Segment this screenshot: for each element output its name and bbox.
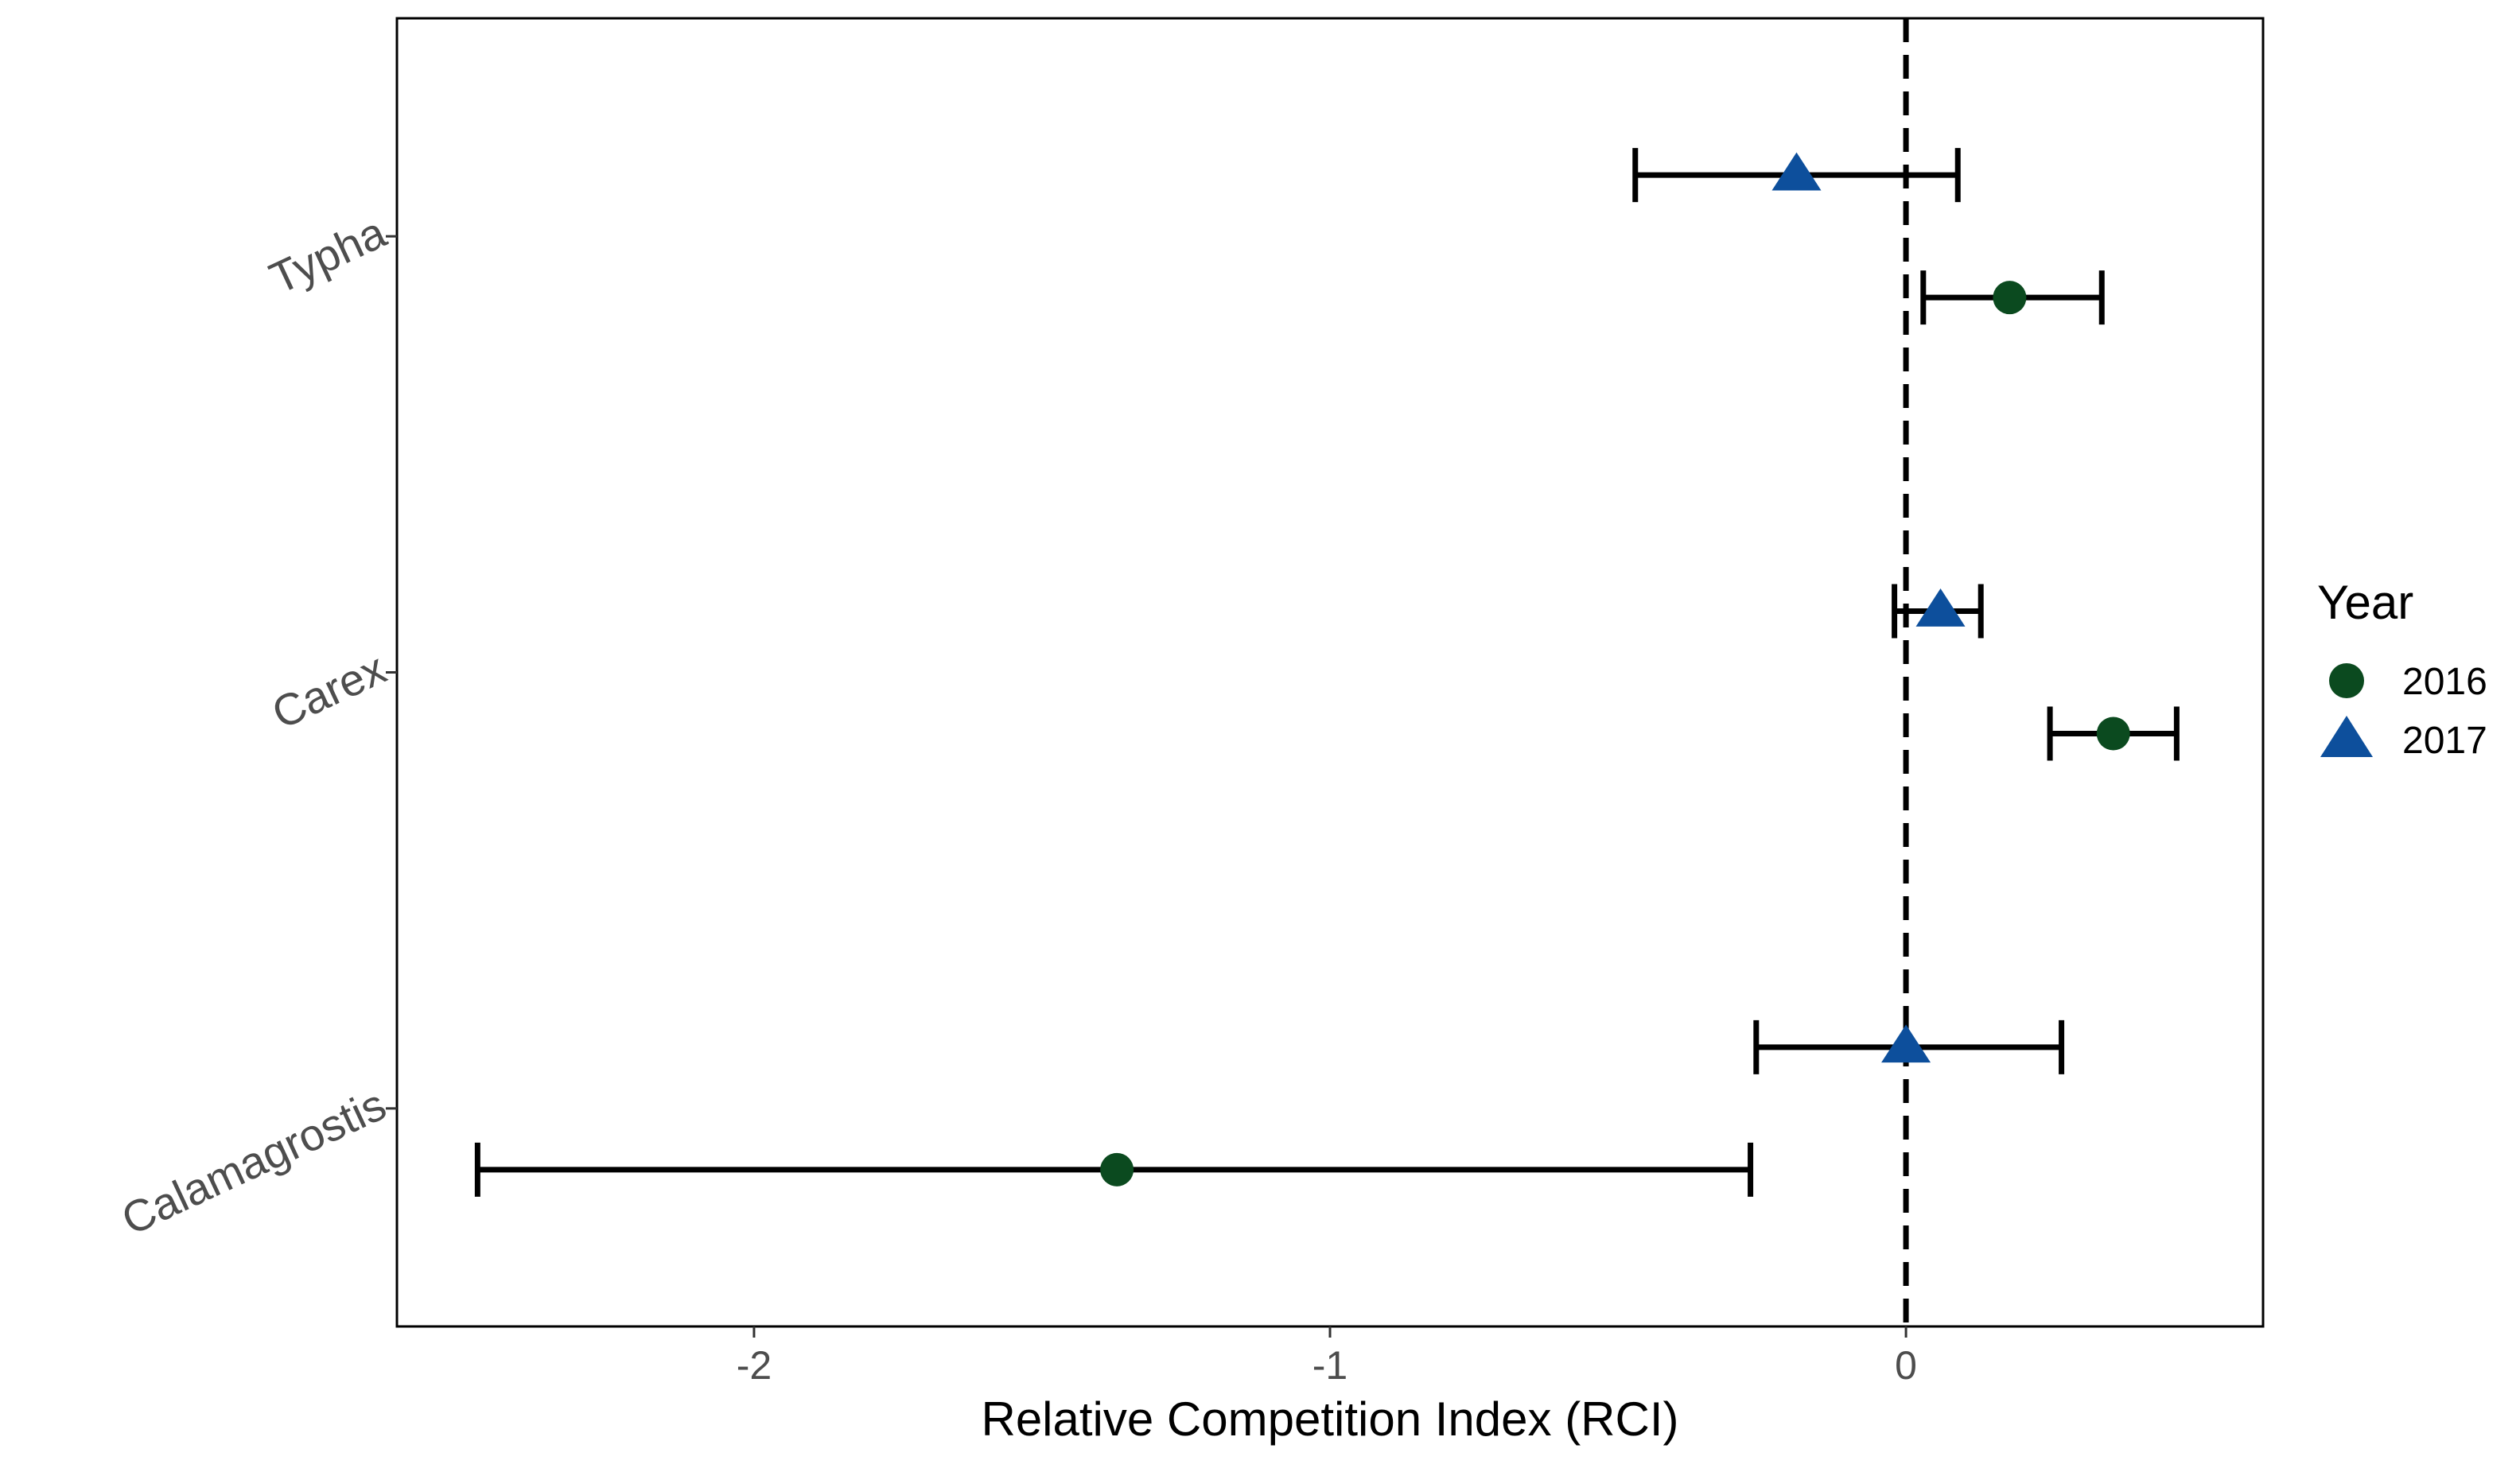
legend-key-2016 — [2329, 663, 2364, 698]
point-2016-carex — [2096, 717, 2130, 751]
y-category-label: Calamagrostis — [114, 1079, 393, 1245]
y-category-label: Carex — [264, 643, 393, 738]
point-2016-calamagrostis — [1100, 1152, 1134, 1186]
legend-label-2016: 2016 — [2402, 661, 2487, 703]
legend-title: Year — [2317, 576, 2413, 629]
point-2017-typha — [1771, 152, 1822, 191]
axes: -2 -1 0 Typha Carex Calamagrostis — [114, 17, 2265, 1388]
point-2016-typha — [1993, 281, 2027, 315]
legend: Year 2016 2017 — [2317, 576, 2487, 762]
plot-border — [395, 17, 2265, 1328]
point-2017-carex — [1915, 588, 1966, 627]
x-tick-label: -1 — [1312, 1343, 1348, 1388]
x-axis-title: Relative Competition Index (RCI) — [981, 1392, 1678, 1446]
chart-marks — [474, 148, 2180, 1197]
legend-label-2017: 2017 — [2402, 720, 2487, 762]
x-tick-label: 0 — [1895, 1343, 1917, 1388]
point-2017-calamagrostis — [1881, 1024, 1931, 1063]
legend-key-2017 — [2320, 716, 2373, 757]
x-tick-label: -2 — [737, 1343, 772, 1388]
y-category-label: Typha — [262, 207, 394, 304]
